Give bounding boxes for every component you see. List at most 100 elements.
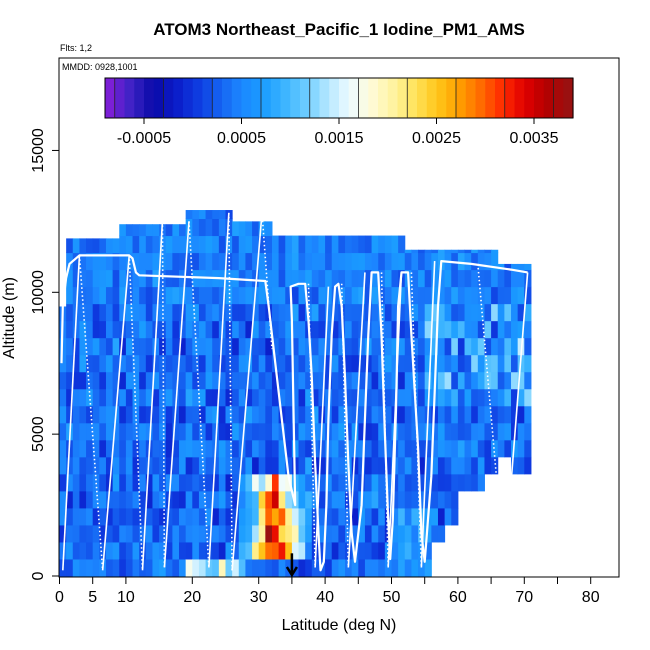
heatmap-cell — [59, 456, 67, 475]
heatmap-cell — [92, 269, 100, 288]
heatmap-cell — [79, 252, 87, 271]
heatmap-cell — [119, 439, 127, 458]
heatmap-cell — [291, 507, 300, 526]
heatmap-cell — [437, 490, 446, 509]
heatmap-cell — [245, 422, 253, 441]
profile-ascent — [387, 272, 403, 568]
colorbar-swatch — [348, 78, 360, 118]
heatmap-cell — [511, 303, 519, 322]
heatmap-cell — [212, 320, 220, 339]
heatmap-cell — [491, 303, 499, 322]
heatmap-cell — [411, 269, 419, 288]
heatmap-cell — [464, 286, 472, 305]
heatmap-cell — [391, 371, 399, 390]
heatmap-cell — [112, 337, 120, 356]
heatmap-cell — [391, 524, 399, 543]
heatmap-cell — [371, 439, 379, 458]
heatmap-cell — [212, 541, 220, 560]
x-axis-label: Latitude (deg N) — [282, 617, 397, 634]
heatmap-cell — [318, 541, 326, 560]
heatmap-cell — [238, 337, 246, 356]
heatmap-cell — [72, 252, 80, 271]
heatmap-cell — [431, 439, 439, 458]
heatmap-cell — [258, 507, 266, 526]
heatmap-cell — [511, 337, 519, 356]
heatmap-cell — [79, 422, 87, 441]
heatmap-cell — [79, 388, 87, 407]
heatmap-cell — [504, 269, 512, 288]
heatmap-cell — [504, 337, 512, 356]
heatmap-cell — [132, 235, 140, 254]
colorbar-swatch — [202, 78, 213, 118]
x-axis: 0 5 10 20 30 40 50 60 70 80 — [55, 577, 600, 606]
heatmap-cell — [205, 337, 213, 356]
x-tick-label: 80 — [582, 589, 600, 606]
heatmap-cell — [325, 490, 333, 509]
heatmap-cell — [119, 405, 127, 424]
heatmap-cell — [285, 371, 293, 390]
heatmap-cell — [265, 558, 273, 577]
heatmap-cell — [265, 490, 273, 509]
heatmap-cell — [225, 490, 233, 509]
heatmap-cell — [351, 235, 359, 254]
heatmap-cell — [504, 263, 512, 271]
colorbar-swatch — [261, 78, 272, 118]
heatmap-cell — [338, 269, 346, 288]
heatmap-cell — [225, 541, 233, 560]
heatmap-cell — [471, 456, 479, 475]
heatmap-cell — [398, 371, 406, 390]
heatmap-cell — [504, 371, 512, 390]
heatmap-cell — [185, 286, 193, 305]
heatmap-cell — [291, 235, 300, 254]
colorbar-swatch — [387, 78, 399, 118]
heatmap-cell — [112, 238, 120, 254]
colorbar-swatch — [173, 78, 184, 118]
profile-ascent — [231, 212, 263, 571]
heatmap-cell — [477, 286, 485, 305]
heatmap-cell — [271, 524, 280, 543]
heatmap-cell — [99, 337, 107, 356]
heatmap-cell — [232, 490, 240, 509]
heatmap-cell — [152, 541, 160, 560]
heatmap-cell — [145, 224, 153, 237]
heatmap-cell — [318, 371, 326, 390]
heatmap-cell — [451, 490, 459, 509]
heatmap-cell — [311, 405, 319, 424]
heatmap-cell — [451, 337, 459, 356]
heatmap-cell — [185, 541, 193, 560]
heatmap-cell — [212, 388, 220, 407]
heatmap-cell — [457, 371, 466, 390]
heatmap-cell — [258, 490, 266, 509]
heatmap-cell — [198, 507, 207, 526]
heatmap-cell — [172, 354, 180, 373]
heatmap-cell — [378, 303, 386, 322]
heatmap-cell — [418, 473, 426, 492]
heatmap-cell — [145, 422, 153, 441]
heatmap-cell — [338, 388, 346, 407]
heatmap-cell — [418, 252, 426, 271]
heatmap-cell — [145, 252, 153, 271]
heatmap-cell — [364, 252, 373, 271]
heatmap-cell — [86, 354, 94, 373]
heatmap-cell — [185, 490, 193, 509]
heatmap-cell — [371, 286, 379, 305]
heatmap-cell — [331, 541, 339, 560]
heatmap-cell — [398, 558, 406, 577]
heatmap-cell — [491, 388, 499, 407]
heatmap-cell — [179, 507, 187, 526]
heatmap-cell — [99, 286, 107, 305]
heatmap-cell — [391, 320, 399, 339]
heatmap-cell — [145, 354, 153, 373]
heatmap-cell — [205, 507, 213, 526]
heatmap-cell — [125, 354, 134, 373]
heatmap-cell — [457, 303, 466, 322]
heatmap-cell — [384, 388, 392, 407]
heatmap-cell — [398, 320, 406, 339]
heatmap-cell — [165, 439, 173, 458]
heatmap-cell — [311, 388, 319, 407]
heatmap-cell — [404, 541, 412, 560]
heatmap-cell — [358, 422, 366, 441]
heatmap-cell — [278, 252, 286, 271]
heatmap-cell — [139, 405, 147, 424]
colorbar-swatch — [153, 78, 165, 118]
